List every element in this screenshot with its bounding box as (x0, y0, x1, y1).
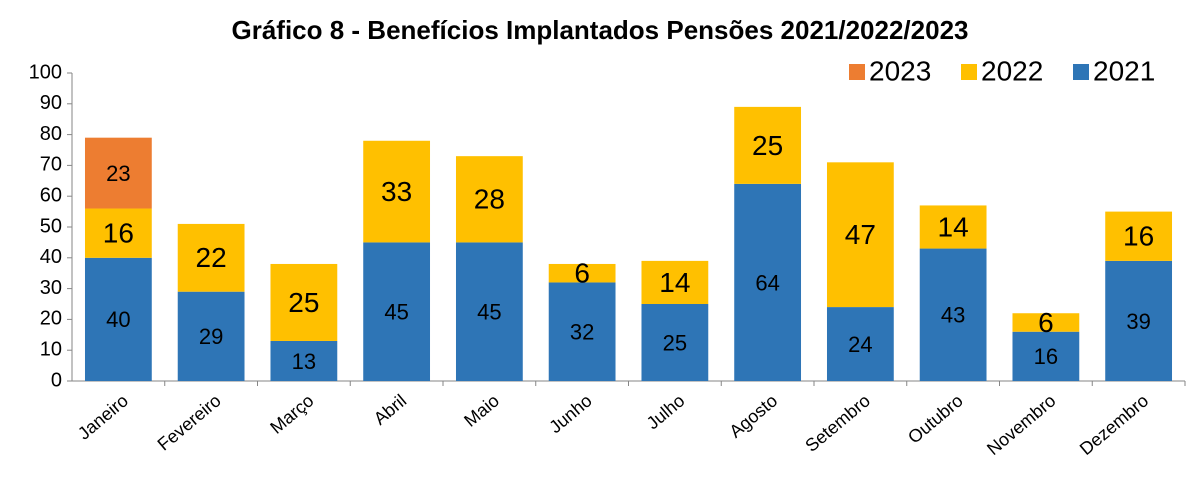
bar-segment (641, 260, 709, 304)
bar-segment (548, 263, 616, 283)
y-tick-label: 70 (40, 154, 62, 176)
data-label: 33 (381, 176, 412, 207)
legend-swatch (849, 64, 865, 80)
bar-segment (84, 208, 152, 258)
bar-segment (826, 162, 894, 308)
data-label: 45 (477, 300, 501, 325)
data-label: 23 (106, 161, 130, 186)
legend-swatch (1073, 64, 1089, 80)
data-label: 45 (384, 300, 408, 325)
data-label: 16 (1123, 221, 1154, 252)
x-tick-label: Junho (545, 390, 595, 437)
bar-segment (84, 137, 152, 209)
data-label: 16 (1034, 344, 1058, 369)
bar-segment (1012, 313, 1080, 332)
chart-title: Gráfico 8 - Benefícios Implantados Pensõ… (231, 15, 968, 45)
y-tick-label: 0 (51, 369, 62, 391)
x-tick-label: Dezembro (1076, 390, 1152, 459)
bar-segment (177, 291, 245, 381)
bar-segment (1105, 211, 1173, 261)
bar-segment (919, 248, 987, 381)
y-tick-label: 50 (40, 215, 62, 237)
y-tick-label: 80 (40, 123, 62, 145)
x-tick-label: Março (266, 390, 317, 437)
data-label: 25 (752, 130, 783, 161)
x-tick-label: Julho (643, 390, 689, 433)
x-tick-label: Maio (460, 390, 503, 430)
y-tick-label: 100 (29, 61, 62, 83)
x-tick-label: Agosto (725, 390, 781, 441)
legend-label: 2023 (869, 55, 931, 86)
data-label: 24 (848, 332, 872, 357)
legend-swatch (961, 64, 977, 80)
bar-segment (177, 223, 245, 292)
y-tick-label: 20 (40, 308, 62, 330)
legend-label: 2021 (1093, 55, 1155, 86)
bar-segment (455, 242, 523, 381)
bar-segment (270, 263, 338, 341)
y-tick-label: 90 (40, 92, 62, 114)
data-label: 28 (474, 184, 505, 215)
data-label: 39 (1126, 309, 1150, 334)
legend-label: 2022 (981, 55, 1043, 86)
bar-segment (919, 205, 987, 249)
bar-segment (1105, 260, 1173, 381)
data-label: 6 (1038, 307, 1054, 338)
y-tick-label: 40 (40, 246, 62, 268)
bar-segment (363, 242, 431, 381)
bar-segment (826, 307, 894, 381)
x-tick-label: Setembro (801, 390, 874, 455)
data-label: 25 (288, 287, 319, 318)
data-label: 32 (570, 320, 594, 345)
data-label: 13 (292, 349, 316, 374)
x-tick-label: Janeiro (74, 390, 132, 443)
bar-segment (734, 106, 802, 184)
data-label: 14 (659, 267, 690, 298)
bar-segment (641, 304, 709, 381)
data-label: 40 (106, 307, 130, 332)
y-tick-label: 30 (40, 277, 62, 299)
data-label: 6 (574, 258, 590, 289)
bar-segment (734, 183, 802, 381)
bar-segment (363, 140, 431, 243)
data-label: 25 (663, 330, 687, 355)
data-label: 16 (103, 218, 134, 249)
x-tick-label: Fevereiro (154, 390, 225, 454)
x-tick-label: Novembro (983, 390, 1059, 459)
data-label: 47 (845, 219, 876, 250)
y-tick-label: 10 (40, 338, 62, 360)
data-label: 22 (196, 242, 227, 273)
x-tick-label: Abril (370, 390, 410, 428)
data-label: 14 (938, 211, 969, 242)
data-label: 29 (199, 324, 223, 349)
bar-segment (548, 282, 616, 381)
data-label: 64 (755, 270, 779, 295)
x-tick-label: Outubro (904, 390, 967, 447)
bar-segment (455, 156, 523, 243)
data-label: 43 (941, 303, 965, 328)
bar-segment (84, 257, 152, 381)
bar-segment (1012, 331, 1080, 381)
y-tick-label: 60 (40, 184, 62, 206)
bar-segment (270, 340, 338, 381)
